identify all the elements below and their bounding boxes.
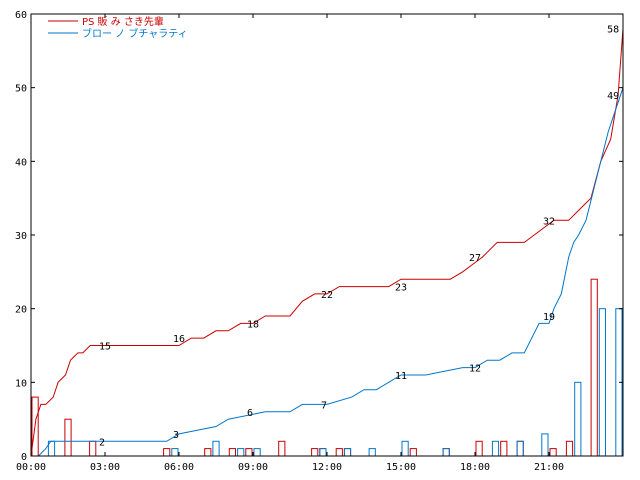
y-tick-label-5: 50: [15, 84, 27, 95]
y-tick-label-0: 0: [21, 452, 27, 463]
bar-s3-17: [171, 448, 179, 457]
bar-s2-50: [442, 448, 450, 457]
data-label-12: 11: [395, 371, 407, 382]
bar-s2-35: [319, 448, 327, 457]
data-label-13: 12: [469, 364, 481, 375]
data-label-15: 49: [607, 91, 619, 102]
bar-s2-7: [89, 440, 97, 457]
legend-label-1: ブロー ノ ブチャラティ: [82, 27, 188, 40]
x-tick-label-5: 15:00: [386, 462, 416, 473]
x-tick-label-1: 03:00: [90, 462, 120, 473]
data-label-2: 18: [247, 319, 259, 330]
data-label-9: 3: [173, 430, 179, 441]
bar-s2-38: [343, 448, 352, 457]
data-label-4: 23: [395, 283, 407, 294]
line-layer: [30, 28, 624, 457]
bar-s3-69: [598, 308, 606, 457]
bar-layer: [31, 278, 623, 457]
bar-s3-35: [319, 448, 327, 457]
bar-s3-59: [516, 440, 524, 457]
bar-s3-56: [491, 440, 500, 457]
bar-s3-45: [401, 440, 409, 457]
bar-s3-27: [253, 448, 261, 457]
data-label-6: 32: [543, 216, 555, 227]
bar-s3-50: [442, 448, 450, 457]
x-tick-label-6: 18:00: [460, 462, 490, 473]
bar-s3-66: [574, 381, 582, 457]
data-label-3: 22: [321, 290, 333, 301]
bar-s3-62: [541, 433, 549, 457]
data-label-5: 27: [469, 253, 481, 264]
data-label-10: 6: [247, 408, 253, 419]
data-label-8: 2: [99, 437, 105, 448]
data-label-11: 7: [321, 400, 327, 411]
bar-s2-46: [409, 448, 417, 457]
axes: 0 10 20 30 40 50 60 00:00 03:00 06:00 09:00 12:00 15…: [15, 10, 624, 473]
bar-s2-34: [311, 448, 319, 457]
x-tick-label-4: 12:00: [312, 462, 342, 473]
bar-s2-30: [278, 440, 286, 457]
bar-s2-24: [228, 448, 237, 457]
y-tick-label-4: 40: [15, 157, 27, 168]
y-tick-label-2: 20: [15, 305, 27, 316]
data-label-14: 19: [543, 312, 555, 323]
bar-s3-25: [237, 448, 245, 457]
bar-s2-4: [64, 418, 72, 457]
data-label-0: 15: [99, 342, 111, 353]
y-tick-label-3: 30: [15, 231, 27, 242]
x-tick-label-2: 06:00: [164, 462, 194, 473]
legend-label-0: PS 販 み さき先輩: [82, 15, 164, 28]
bar-s2-16: [163, 448, 171, 457]
y-tick-label-1: 10: [15, 378, 27, 389]
bar-s2-26: [245, 448, 253, 457]
bar-s2-37: [335, 448, 343, 457]
data-label-1: 16: [173, 334, 185, 345]
data-label-7: 58: [607, 25, 619, 36]
bar-s2-57: [500, 440, 508, 457]
x-tick-label-0: 00:00: [16, 462, 46, 473]
bar-s2-59: [516, 440, 524, 457]
series-line-0: [30, 28, 624, 457]
bar-s2-65: [565, 440, 574, 457]
x-tick-label-3: 09:00: [238, 462, 268, 473]
bar-s2-68: [590, 278, 598, 457]
bar-s3-41: [368, 448, 376, 457]
bar-s3-22: [212, 440, 220, 457]
x-tick-label-7: 21:00: [534, 462, 564, 473]
y-tick-label-6: 60: [15, 10, 27, 21]
bar-s2-63: [549, 448, 557, 457]
series-line-1: [31, 87, 624, 457]
bar-s2-54: [475, 440, 483, 457]
bar-s3-38: [343, 448, 352, 457]
bar-s2-21: [204, 448, 212, 457]
